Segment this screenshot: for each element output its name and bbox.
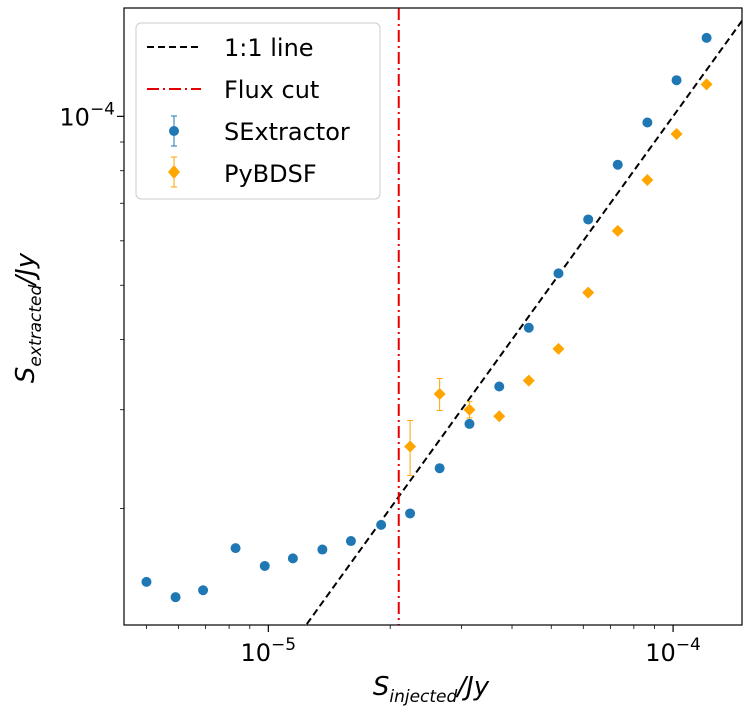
plot-layer: [141, 8, 742, 625]
sextractor-point: [434, 463, 445, 474]
legend-pybdsf-swatch: [168, 156, 180, 188]
x-tick-label-1e-4: 10−4: [645, 635, 701, 667]
y-tick-label-1e-4: 10−4: [59, 99, 115, 131]
sextractor-point: [317, 544, 328, 555]
sextractor-point: [642, 117, 653, 128]
pybdsf-point: [404, 440, 417, 453]
legend-label-fluxcut: Flux cut: [224, 76, 319, 104]
sextractor-point: [553, 268, 564, 279]
sextractor-point: [671, 75, 682, 86]
sextractor-point: [230, 543, 241, 554]
pybdsf-point: [700, 78, 713, 91]
sextractor-point: [170, 592, 181, 603]
legend-label-line: 1:1 line: [224, 34, 314, 62]
sextractor-point: [464, 418, 475, 429]
y-axis-label: Sextracted/Jy: [11, 252, 46, 383]
legend-label-sextractor: SExtractor: [224, 118, 350, 146]
legend-box: [135, 22, 381, 200]
pybdsf-point: [582, 286, 595, 299]
plot-frame: [123, 7, 743, 626]
sextractor-point: [583, 214, 594, 225]
pybdsf-point: [670, 128, 683, 141]
pybdsf-point: [493, 410, 506, 423]
pybdsf-point: [522, 374, 535, 387]
pybdsf-point: [611, 224, 624, 237]
sextractor-point: [287, 553, 298, 564]
one-to-one-line: [304, 19, 742, 625]
sextractor-point: [376, 519, 387, 530]
legend: 1:1 line Flux cut SExtractor PyBDSF: [135, 22, 381, 200]
minor-ticks: [120, 141, 655, 629]
sextractor-point: [198, 585, 209, 596]
pybdsf-point: [552, 342, 565, 355]
sextractor-point: [701, 32, 712, 43]
sextractor-point: [612, 159, 623, 170]
x-tick-label-1e-5: 10−5: [241, 635, 297, 667]
legend-label-pybdsf: PyBDSF: [224, 160, 317, 188]
sextractor-point: [141, 576, 152, 587]
sextractor-point: [405, 508, 416, 519]
pybdsf-point: [433, 387, 446, 400]
pybdsf-point: [641, 174, 654, 187]
sextractor-point: [494, 381, 505, 392]
x-axis-label: Sinjected/Jy: [373, 672, 490, 707]
sextractor-point: [259, 560, 270, 571]
major-ticks: [117, 115, 674, 632]
sextractor-point: [345, 536, 356, 547]
legend-sextractor-swatch: [169, 115, 179, 147]
sextractor-point: [523, 322, 534, 333]
pybdsf-point: [463, 403, 476, 416]
